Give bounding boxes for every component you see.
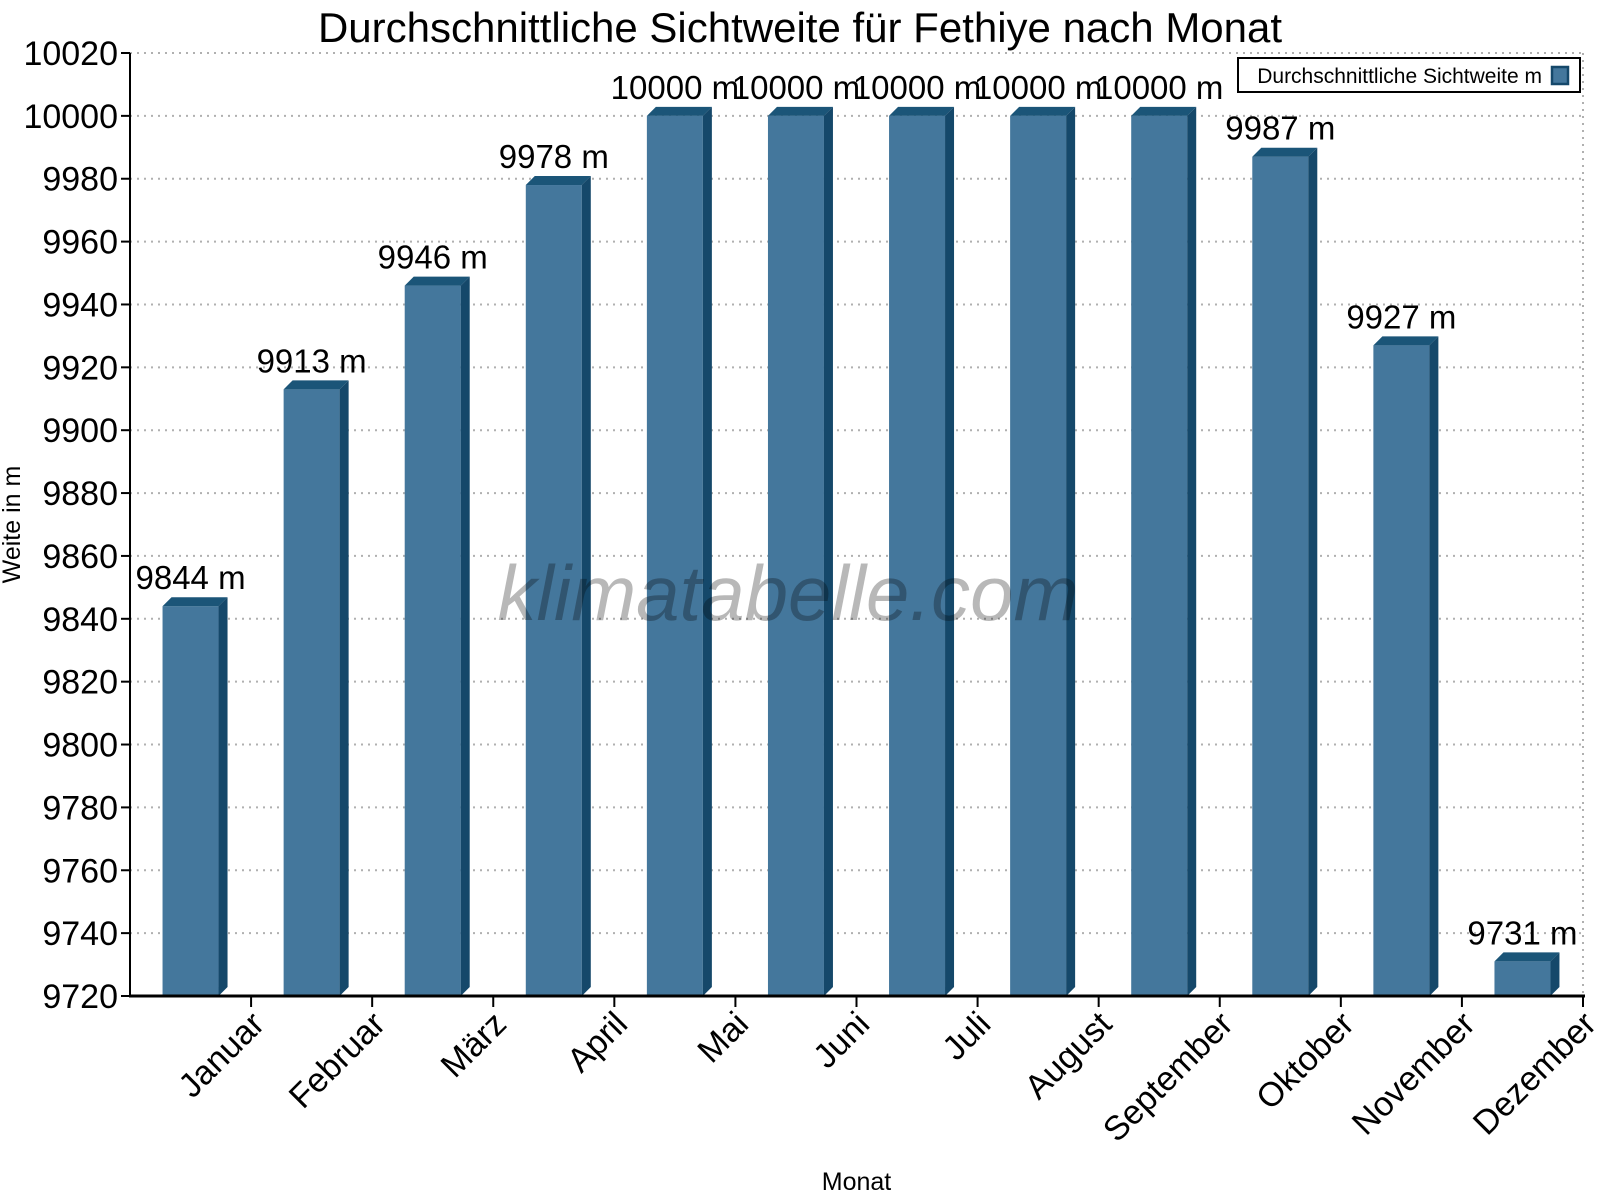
bar [767, 115, 824, 996]
y-tick-label: 9760 [42, 852, 118, 890]
bar-value-label: 9731 m [1467, 914, 1577, 951]
y-tick-label: 9880 [42, 475, 118, 513]
y-tick-label: 10020 [23, 35, 118, 73]
bar [1010, 115, 1067, 996]
bar-top-face [1131, 106, 1197, 116]
bar-value-label: 9987 m [1225, 110, 1335, 147]
bar [1131, 115, 1188, 996]
bar-side-face [702, 106, 712, 996]
y-tick-label: 9860 [42, 538, 118, 576]
y-tick-label: 9940 [42, 286, 118, 324]
bar-top-face [1373, 336, 1439, 346]
x-tick-label: Mai [690, 1005, 756, 1071]
y-tick-label: 9720 [42, 978, 118, 1016]
bar-side-face [1187, 106, 1197, 996]
bar [1373, 345, 1430, 997]
bar-side-face [945, 106, 955, 996]
bar-top-face [283, 380, 349, 390]
legend-label: Durchschnittliche Sichtweite m [1257, 65, 1542, 88]
x-tick-label: März [434, 1005, 514, 1085]
y-tick-label: 9960 [42, 224, 118, 262]
y-tick-label: 10000 [23, 98, 118, 136]
y-tick-label: 9780 [42, 789, 118, 827]
x-tick-label: Oktober [1249, 1005, 1361, 1117]
bar [162, 606, 219, 996]
x-tick-label: August [1018, 1004, 1120, 1106]
bar [404, 285, 461, 996]
x-tick-label: Juli [935, 1005, 998, 1068]
bar-top-face [1010, 106, 1076, 116]
bar [1494, 961, 1551, 996]
y-tick-label: 9820 [42, 664, 118, 702]
bar-top-face [525, 176, 591, 186]
bar-top-face [1252, 147, 1318, 157]
bar-value-label: 9844 m [136, 559, 246, 596]
bar-side-face [1429, 336, 1439, 997]
bar-value-label: 10000 m [974, 69, 1102, 106]
bar [283, 389, 340, 996]
x-tick-label: September [1096, 1005, 1240, 1149]
y-tick-label: 9800 [42, 727, 118, 765]
bar-top-face [889, 106, 955, 116]
bar-top-face [646, 106, 712, 116]
x-tick-label: April [560, 1005, 635, 1080]
x-tick-label: Juni [806, 1005, 877, 1076]
watermark: klimatabelle.com [498, 549, 1079, 637]
bar-top-face [1494, 952, 1560, 962]
bar-value-label: 10000 m [853, 69, 981, 106]
y-tick-label: 9840 [42, 601, 118, 639]
x-axis-title: Monat [822, 1168, 892, 1196]
bar-value-label: 10000 m [732, 69, 860, 106]
y-tick-label: 9980 [42, 161, 118, 199]
bar-side-face [823, 106, 833, 996]
bar-top-face [767, 106, 833, 116]
x-tick-label: November [1345, 1005, 1483, 1143]
bar-value-label: 9978 m [499, 138, 609, 175]
bar-side-face [581, 176, 591, 996]
legend-swatch [1550, 65, 1570, 86]
bar-side-face [339, 380, 349, 996]
bar-value-label: 9927 m [1346, 298, 1456, 335]
x-tick-label: Dezember [1466, 1005, 1600, 1143]
bar [646, 115, 703, 996]
bar-value-label: 9913 m [257, 342, 367, 379]
y-tick-label: 9920 [42, 349, 118, 387]
bar-top-face [162, 597, 228, 607]
x-tick-label: Februar [282, 1005, 393, 1116]
bar-value-label: 10000 m [1095, 69, 1223, 106]
chart-title: Durchschnittliche Sichtweite für Fethiye… [318, 4, 1282, 51]
y-tick-label: 9740 [42, 915, 118, 953]
bar-value-label: 10000 m [611, 69, 739, 106]
bar-side-face [1066, 106, 1076, 996]
bar-top-face [404, 276, 470, 286]
bar [889, 115, 946, 996]
y-axis-title: Weite in m [0, 466, 26, 584]
bar-side-face [460, 276, 470, 996]
y-tick-label: 9900 [42, 412, 118, 450]
bar-value-label: 9946 m [378, 239, 488, 276]
legend-box [1237, 57, 1581, 93]
x-tick-label: Januar [171, 1005, 271, 1105]
bar [1252, 156, 1309, 997]
bar-side-face [1308, 147, 1318, 997]
bar [525, 185, 582, 996]
bar-side-face [218, 597, 228, 996]
bar-side-face [1550, 952, 1560, 996]
